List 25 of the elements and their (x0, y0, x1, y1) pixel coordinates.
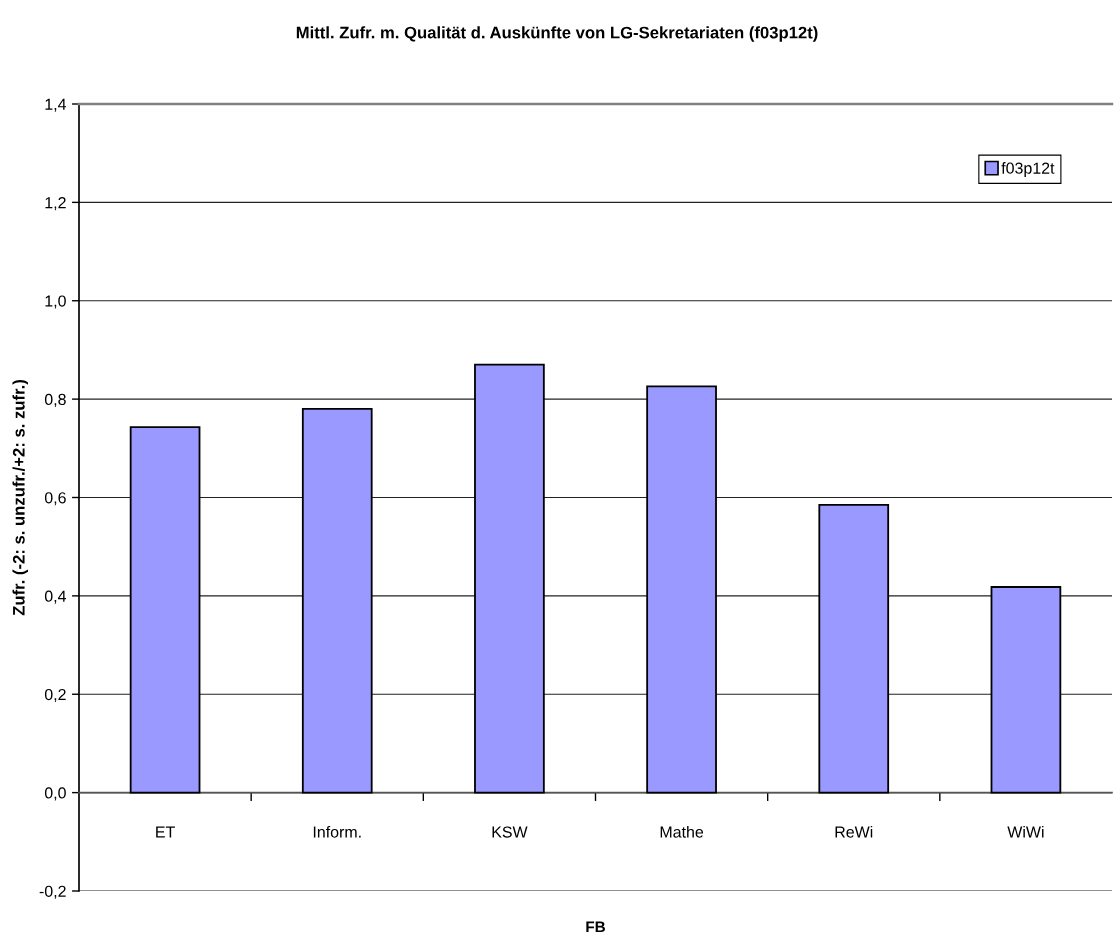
x-tick-label: ReWi (835, 825, 873, 838)
legend-label: f03p12t (1001, 162, 1055, 177)
x-tick-label: Mathe (660, 825, 704, 838)
y-tick-label: 0,4 (44, 590, 67, 604)
y-tick-label: 1,0 (45, 295, 66, 309)
y-tick-label: 0,2 (44, 688, 66, 703)
y-tick-label: 0,0 (44, 787, 66, 801)
x-axis-title: FB (586, 921, 605, 933)
bar (129, 426, 201, 794)
x-tick-label: ET (156, 826, 175, 838)
bar (818, 503, 890, 794)
y-tick-label: 1,4 (45, 98, 67, 112)
bar (990, 586, 1062, 794)
y-axis-title: Zufr. (-2: s. unzufr./+2: s. zufr.) (12, 380, 28, 616)
bar (301, 408, 373, 794)
x-tick-label: WiWi (1007, 825, 1044, 838)
y-tick-label: 0,8 (44, 393, 66, 407)
x-tick-label: Inform. (313, 825, 361, 838)
y-tick-label: 1,2 (45, 197, 66, 211)
chart-title: Mittl. Zufr. m. Qualität d. Auskünfte von LG-Sekretariaten (f03p12t) (296, 26, 818, 42)
x-tick-label: KSW (492, 826, 528, 838)
bar (474, 363, 545, 794)
bar (646, 385, 717, 794)
y-tick-label: -0,2 (39, 885, 66, 899)
y-tick-label: 0,6 (44, 492, 66, 506)
